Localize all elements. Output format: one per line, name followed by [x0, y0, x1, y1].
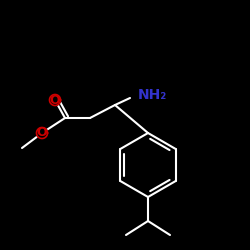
Polygon shape [36, 128, 48, 138]
Text: O: O [50, 94, 60, 106]
Text: NH₂: NH₂ [138, 88, 167, 102]
Polygon shape [50, 94, 60, 106]
Text: O: O [37, 126, 47, 140]
